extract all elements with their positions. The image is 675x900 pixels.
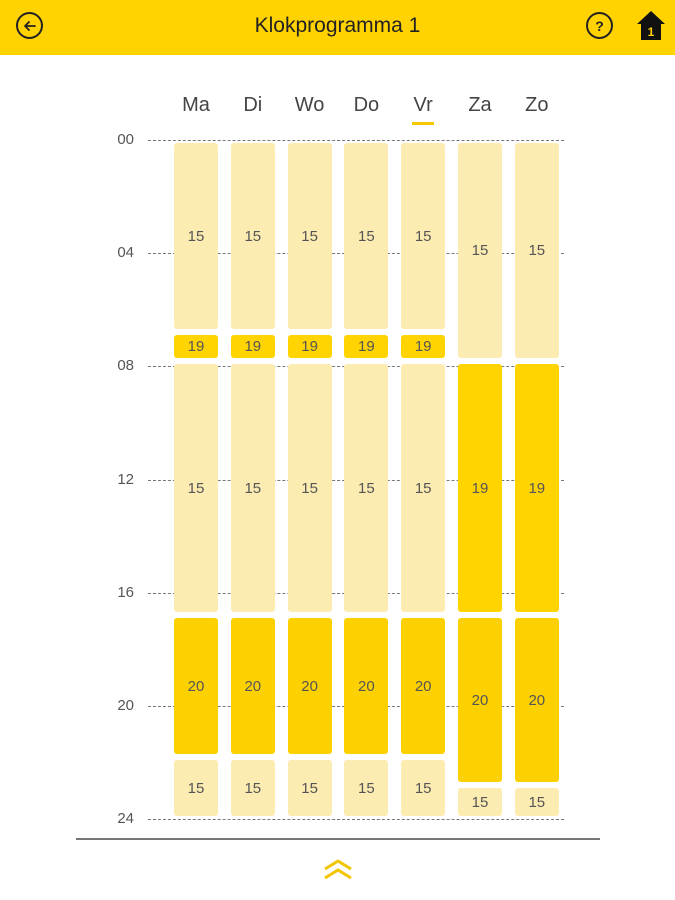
schedule-block[interactable]: 20: [514, 618, 559, 783]
schedule-block[interactable]: 15: [401, 363, 446, 613]
schedule-block[interactable]: 19: [287, 335, 332, 358]
schedule-block[interactable]: 15: [230, 363, 275, 613]
schedule-block[interactable]: 19: [230, 335, 275, 358]
schedule-block[interactable]: 15: [230, 759, 275, 817]
schedule-block[interactable]: 15: [344, 143, 389, 330]
day-label-wo[interactable]: Wo: [294, 94, 325, 116]
schedule-block[interactable]: 15: [174, 759, 218, 817]
hour-label: 24: [117, 810, 134, 828]
arrow-left-icon: [23, 20, 36, 31]
hour-label: 16: [117, 583, 134, 601]
bottom-divider: [76, 838, 600, 840]
home-button[interactable]: 1: [635, 8, 667, 42]
schedule-block[interactable]: 20: [287, 618, 332, 754]
schedule-block[interactable]: 19: [344, 335, 389, 358]
back-button[interactable]: [16, 12, 43, 39]
schedule-block[interactable]: 20: [401, 618, 446, 754]
page-title: Klokprogramma 1: [254, 14, 421, 37]
schedule-block[interactable]: 15: [174, 363, 218, 613]
schedule-block[interactable]: 20: [344, 618, 389, 754]
schedule-block[interactable]: 15: [401, 143, 446, 330]
hour-label: 08: [117, 357, 134, 375]
day-label-za[interactable]: Za: [468, 94, 492, 116]
schedule-block[interactable]: 15: [344, 759, 389, 817]
schedule-block[interactable]: 15: [174, 143, 218, 330]
day-label-zo[interactable]: Zo: [525, 94, 549, 116]
schedule-block[interactable]: 15: [514, 143, 559, 358]
grid-line: [148, 140, 564, 141]
schedule-block[interactable]: 15: [287, 759, 332, 817]
schedule-block[interactable]: 20: [230, 618, 275, 754]
day-label-vr[interactable]: Vr: [413, 94, 433, 116]
day-label-ma[interactable]: Ma: [182, 94, 210, 116]
schedule-block[interactable]: 15: [401, 759, 446, 817]
hour-label: 04: [117, 244, 134, 262]
schedule-block[interactable]: 20: [458, 618, 502, 783]
grid-line: [148, 819, 564, 821]
schedule-block[interactable]: 19: [401, 335, 446, 358]
collapse-button[interactable]: [321, 858, 355, 882]
home-icon: [637, 11, 665, 40]
schedule-block[interactable]: 20: [174, 618, 218, 754]
header-bar: Klokprogramma 1 ? 1: [0, 0, 675, 55]
schedule-block[interactable]: 15: [287, 143, 332, 330]
day-label-di[interactable]: Di: [243, 94, 263, 116]
schedule-block[interactable]: 19: [174, 335, 218, 358]
schedule-block[interactable]: 19: [514, 363, 559, 613]
day-label-do[interactable]: Do: [353, 94, 380, 116]
schedule-block[interactable]: 19: [458, 363, 502, 613]
schedule-block[interactable]: 15: [287, 363, 332, 613]
schedule-block[interactable]: 15: [344, 363, 389, 613]
hour-label: 20: [117, 697, 134, 714]
schedule-block[interactable]: 15: [514, 788, 559, 817]
schedule-block[interactable]: 15: [458, 143, 502, 358]
double-chevron-up-icon: [324, 859, 352, 880]
help-button[interactable]: ?: [586, 12, 613, 39]
hour-label: 00: [117, 131, 134, 148]
schedule-block[interactable]: 15: [458, 788, 502, 817]
schedule-block[interactable]: 15: [230, 143, 275, 330]
today-indicator: [412, 122, 435, 125]
help-icon: ?: [595, 17, 604, 34]
hour-label: 12: [117, 470, 134, 488]
home-badge: 1: [648, 25, 655, 39]
